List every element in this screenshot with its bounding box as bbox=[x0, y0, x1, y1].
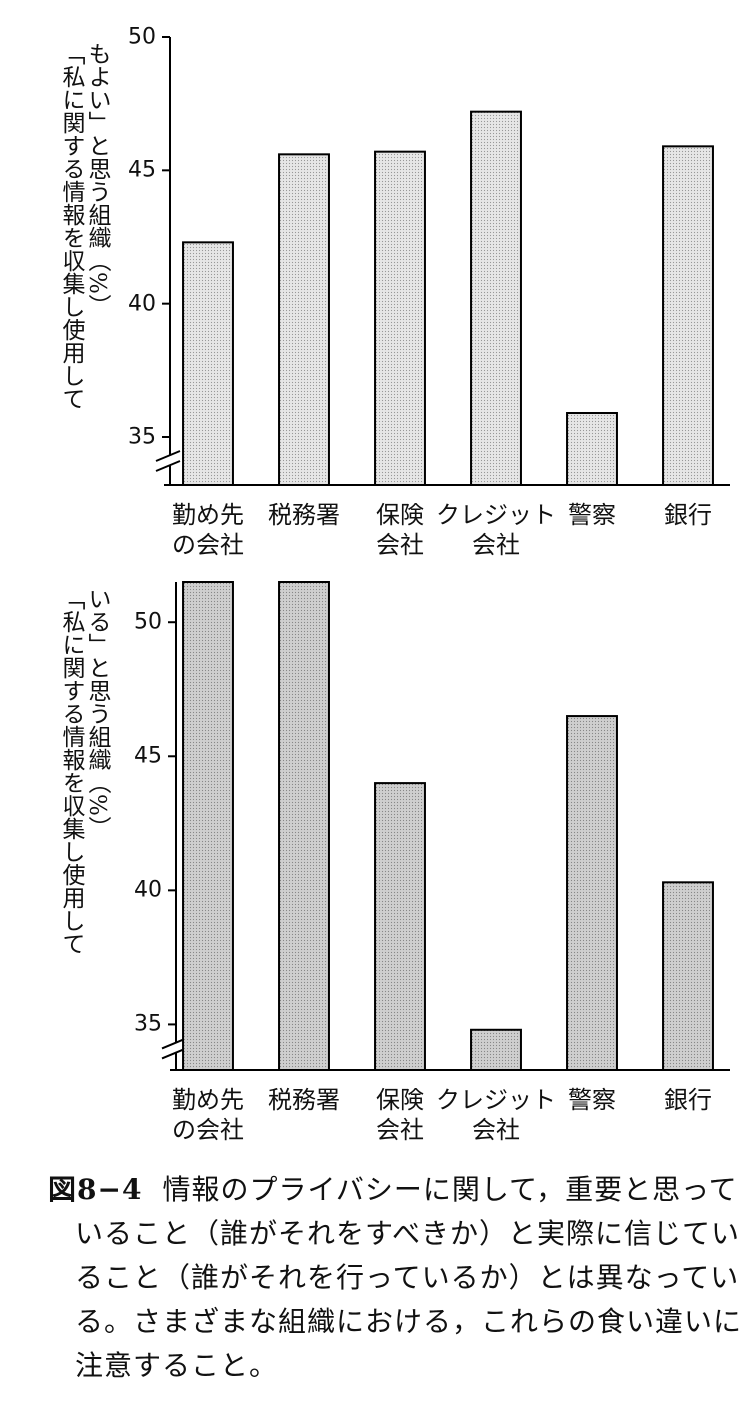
x-tick-label: 銀行 bbox=[664, 501, 712, 529]
x-tick-label: クレジット 会社 bbox=[436, 501, 556, 559]
bar-texture bbox=[278, 153, 330, 486]
bar-texture bbox=[374, 782, 426, 1071]
y-tick-label: 40 bbox=[134, 877, 162, 903]
y-tick-label: 35 bbox=[128, 424, 156, 450]
x-tick-label: 税務署 bbox=[268, 501, 340, 529]
y-tick-label: 45 bbox=[134, 743, 162, 769]
y-axis-label: 「私に関する情報を収集し使用して bbox=[58, 587, 84, 955]
bar-texture bbox=[566, 715, 618, 1071]
axis-break bbox=[155, 450, 181, 462]
x-tick-label: 税務署 bbox=[268, 1086, 340, 1114]
y-tick-label: 45 bbox=[128, 157, 156, 183]
bar-texture bbox=[662, 881, 714, 1071]
caption-label: 図8−4 bbox=[48, 1173, 143, 1206]
bar-texture bbox=[278, 581, 330, 1071]
axis-break bbox=[161, 1037, 187, 1050]
x-tick-label: 警察 bbox=[568, 501, 616, 529]
caption: 図8−4 情報のプライバシーに関して，重要と思っていること（誰がそれをすべきか）と… bbox=[48, 1168, 747, 1388]
y-tick-label: 50 bbox=[128, 24, 156, 50]
bar-texture bbox=[182, 241, 234, 486]
x-tick-label: 保険 会社 bbox=[376, 1086, 424, 1144]
x-tick-label: 保険 会社 bbox=[376, 501, 424, 559]
y-tick-label: 35 bbox=[134, 1011, 162, 1037]
y-tick-label: 40 bbox=[128, 291, 156, 317]
bar-texture bbox=[566, 412, 618, 486]
axis-break bbox=[155, 460, 181, 472]
bar-texture bbox=[470, 1028, 522, 1072]
x-tick-label: 銀行 bbox=[664, 1086, 712, 1114]
caption-text: 情報のプライバシーに関して，重要と思っていること（誰がそれをすべきか）と実際に信… bbox=[75, 1173, 743, 1382]
y-axis-label: 「私に関する情報を収集し使用して bbox=[58, 42, 84, 410]
y-axis-label: いる」と思う組織（%） bbox=[84, 587, 110, 839]
axis-break bbox=[161, 1047, 187, 1060]
x-tick-label: 警察 bbox=[568, 1086, 616, 1114]
x-tick-label: 勤め先 の会社 bbox=[172, 1086, 244, 1144]
bar-texture bbox=[182, 581, 234, 1071]
bar-texture bbox=[662, 145, 714, 486]
x-tick-label: 勤め先 の会社 bbox=[172, 501, 244, 559]
bar-texture bbox=[470, 110, 522, 487]
x-tick-label: クレジット 会社 bbox=[436, 1086, 556, 1144]
y-tick-label: 50 bbox=[134, 609, 162, 635]
y-axis-label: もよい」と思う組織（%） bbox=[84, 42, 110, 317]
bar-texture bbox=[374, 150, 426, 487]
